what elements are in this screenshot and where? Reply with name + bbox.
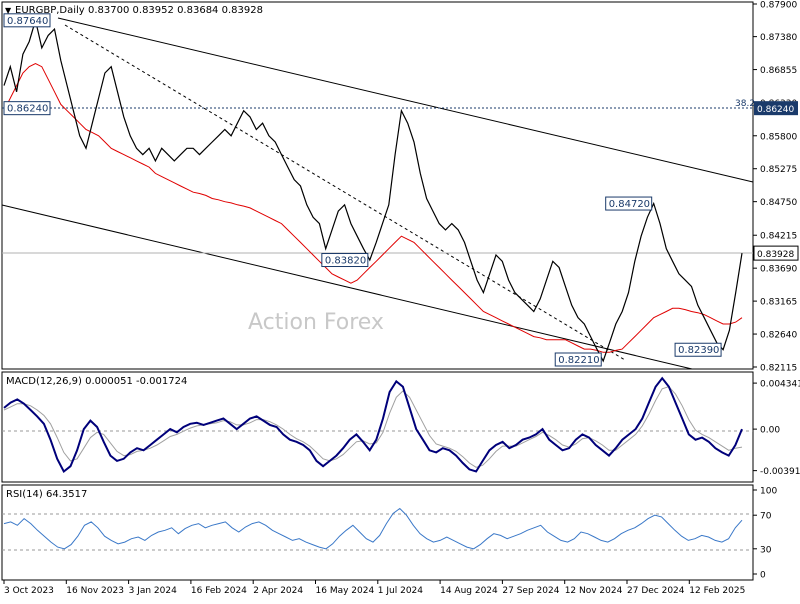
price-annotation-label: 0.82390 — [678, 345, 719, 356]
price-y-tick-label: 0.84750 — [760, 198, 797, 208]
current-price-badge-label: 0.83928 — [757, 250, 794, 260]
price-annotation-box — [3, 13, 51, 28]
price-y-tick-label: 0.85275 — [760, 165, 797, 175]
current-price-badge — [753, 245, 799, 261]
fib-level-badge-label: 0.86240 — [757, 105, 794, 115]
watermark-text: Action Forex — [248, 310, 384, 335]
price-y-tick-label: 0.82115 — [760, 364, 797, 374]
price-annotation-box — [554, 352, 602, 367]
rsi-y-tick-label: 100 — [760, 487, 777, 497]
price-ma-series — [3, 63, 743, 353]
macd-y-tick-label: -0.003916 — [760, 467, 800, 477]
price-annotation-box — [3, 101, 51, 116]
price-annotation-label: 0.84720 — [609, 199, 650, 210]
macd-series — [3, 376, 743, 474]
chart-ohlc: 0.83700 0.83952 0.83684 0.83928 — [88, 5, 263, 16]
x-tick-label: 14 Aug 2024 — [440, 586, 498, 596]
price-y-tick-label: 0.85800 — [760, 132, 797, 142]
price-y-tick-label: 0.87380 — [760, 33, 797, 43]
chart-title: EURGBP,Daily — [15, 5, 85, 16]
macd-pane-frame — [1, 371, 754, 483]
macd-axis: 0.004341 0.00 -0.003916 — [753, 380, 800, 477]
x-tick-label: 27 Dec 2024 — [627, 586, 685, 596]
price-y-tick-label: 0.83690 — [760, 265, 797, 275]
price-annotation-label: 0.87640 — [7, 16, 48, 27]
price-annotation-box — [674, 342, 722, 357]
price-y-tick-label: 0.84215 — [760, 232, 797, 242]
macd-y-tick-label: 0.00 — [760, 426, 780, 436]
price-y-tick-label: 0.83165 — [760, 298, 797, 308]
collapse-arrow-icon[interactable]: ▼ — [5, 6, 12, 15]
macd-title: MACD(12,26,9) 0.000051 -0.001724 — [6, 376, 187, 387]
x-tick-label: 2 Apr 2024 — [253, 586, 303, 596]
x-tick-label: 3 Jan 2024 — [129, 586, 177, 596]
rsi-y-tick-label: 0 — [760, 571, 766, 581]
x-tick-label: 1 Jul 2024 — [378, 586, 423, 596]
price-annotation-label: 0.82210 — [558, 355, 599, 366]
trend-channel — [1, 17, 754, 370]
price-pane-frame — [1, 1, 754, 370]
x-tick-label: 12 Feb 2025 — [689, 586, 745, 596]
x-tick-label: 16 May 2024 — [316, 586, 375, 596]
price-ma-line — [3, 63, 743, 353]
price-y-tick-label: 0.87900 — [760, 1, 797, 11]
x-axis: 3 Oct 2023 16 Nov 2023 3 Jan 2024 16 Feb 20… — [3, 580, 745, 596]
fib-level-badge — [754, 101, 798, 116]
price-line — [3, 17, 743, 363]
price-annotation-box — [605, 196, 653, 211]
price-y-tick-label: 0.82640 — [760, 331, 797, 341]
rsi-title: RSI(14) 64.3517 — [6, 489, 87, 500]
x-tick-label: 27 Sep 2024 — [502, 586, 559, 596]
rsi-y-tick-label: 70 — [760, 512, 772, 522]
rsi-pane-frame — [1, 484, 754, 581]
channel-upper-line — [57, 17, 754, 183]
x-tick-label: 16 Feb 2024 — [191, 586, 247, 596]
price-axis: 0.879000.873800.868550.863300.858000.852… — [753, 1, 797, 374]
rsi-axis: 100 70 30 0 — [753, 487, 777, 581]
price-annotation-label: 0.86240 — [7, 104, 48, 115]
price-series — [3, 17, 743, 363]
rsi-line — [3, 507, 743, 550]
x-tick-label: 12 Nov 2024 — [565, 586, 623, 596]
fib-ratio-label: 38.2 — [735, 99, 755, 109]
channel-lower-line — [1, 204, 693, 370]
price-annotation-label: 0.83820 — [325, 256, 366, 267]
rsi-series — [3, 507, 743, 550]
macd-line — [3, 376, 743, 474]
macd-y-tick-label: 0.004341 — [760, 380, 800, 390]
price-y-tick-label: 0.86855 — [760, 66, 797, 76]
channel-mid-dashed — [64, 24, 626, 361]
x-tick-label: 16 Nov 2023 — [66, 586, 124, 596]
x-tick-label: 3 Oct 2023 — [4, 586, 54, 596]
rsi-y-tick-label: 30 — [760, 545, 772, 555]
price-annotation-box — [321, 253, 369, 268]
price-annotations: 0.87640 0.86240 0.84720 0.83820 0.82390 0.822… — [3, 13, 799, 367]
